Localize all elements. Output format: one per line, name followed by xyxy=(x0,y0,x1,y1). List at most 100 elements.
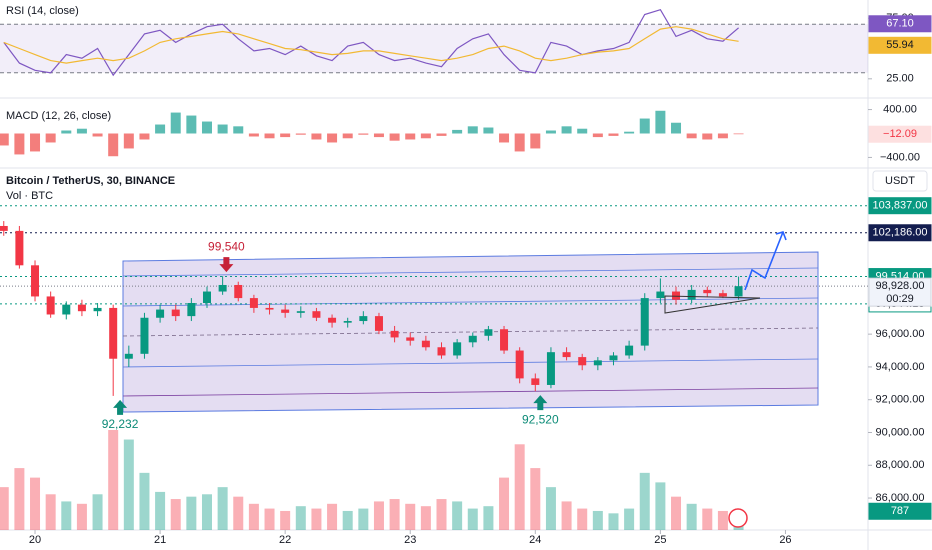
candle-body xyxy=(437,347,446,356)
current-price-label: 98,928.00 xyxy=(876,280,925,292)
candle-body xyxy=(93,307,102,312)
volume-bar xyxy=(327,503,338,530)
candle-body xyxy=(77,304,86,312)
currency-button[interactable] xyxy=(872,170,928,192)
volume-bar xyxy=(624,508,635,530)
last-value-label: −12.09 xyxy=(883,128,917,140)
y-tick-label: 96,000.00 xyxy=(876,328,925,340)
histogram-bar xyxy=(467,126,478,134)
histogram-bar xyxy=(655,110,666,134)
histogram-bar xyxy=(686,133,697,139)
volume-bar xyxy=(639,472,650,530)
channel-line xyxy=(122,387,819,397)
histogram-bar xyxy=(45,133,56,143)
price-drawings xyxy=(0,205,868,530)
annotation-label: 92,232 xyxy=(102,417,139,431)
histogram-bar xyxy=(217,124,228,134)
histogram-bar xyxy=(514,133,525,152)
y-tick-label: 25.00 xyxy=(886,73,914,85)
volume-bar xyxy=(14,468,25,530)
y-tick-label: 94,000.00 xyxy=(876,361,925,373)
candle-body xyxy=(281,309,290,313)
volume-bar xyxy=(702,508,713,530)
candle-body xyxy=(31,265,40,297)
histogram-bar xyxy=(248,133,259,137)
volume-bar xyxy=(436,499,447,530)
candle-body xyxy=(515,350,524,379)
x-tick-label: 21 xyxy=(154,534,166,546)
countdown-label: 00:29 xyxy=(886,293,914,305)
candle-body xyxy=(234,284,243,299)
volume-bar xyxy=(217,487,228,530)
histogram-bar xyxy=(405,133,416,140)
x-tick-label: 20 xyxy=(29,534,41,546)
histogram-bar xyxy=(389,133,400,141)
candle-body xyxy=(468,335,477,343)
candle-body xyxy=(609,355,618,361)
volume-label: 787 xyxy=(891,505,909,517)
histogram-bar xyxy=(624,131,635,134)
y-tick-label: 400.00 xyxy=(883,103,917,115)
triangle-pattern xyxy=(664,295,761,314)
volume-bar xyxy=(655,482,666,530)
candle-body xyxy=(390,330,399,338)
candle-body xyxy=(171,309,180,317)
candle-body xyxy=(328,317,337,323)
macd-title: MACD (12, 26, close) xyxy=(6,110,111,122)
volume-bar xyxy=(514,444,525,530)
channel-midline xyxy=(122,327,819,337)
histogram-bar xyxy=(592,133,603,138)
histogram-bar xyxy=(92,133,103,137)
volume-bar xyxy=(139,472,150,530)
annotation-arrow xyxy=(219,257,234,273)
histogram-bar xyxy=(170,112,181,134)
candle-body xyxy=(187,303,196,317)
candle-body xyxy=(359,316,368,322)
histogram-bar xyxy=(186,115,197,134)
candle-body xyxy=(562,352,571,358)
candle-body xyxy=(546,352,555,385)
histogram-bar xyxy=(264,133,275,139)
candle-body xyxy=(343,321,352,323)
price-overlays: 99,540 92,232 92,520 xyxy=(102,231,787,528)
volume-bar xyxy=(420,506,431,530)
y-tick-label: 88,000.00 xyxy=(876,459,925,471)
volume-bar xyxy=(264,508,275,530)
y-tick-label: 92,000.00 xyxy=(876,394,925,406)
candle-body xyxy=(249,298,258,308)
candle-body xyxy=(640,298,649,346)
histogram-bar xyxy=(108,133,119,157)
channel-line xyxy=(122,358,819,368)
histogram-bar xyxy=(420,133,431,139)
candle-body xyxy=(578,357,587,366)
histogram-bar xyxy=(233,126,244,134)
histogram-bar xyxy=(436,133,447,136)
candle-body xyxy=(672,291,681,300)
candle-body xyxy=(109,307,118,359)
last-value-label-box xyxy=(868,125,932,143)
candle-body xyxy=(734,286,743,297)
candle-body xyxy=(62,304,71,315)
price-title: Bitcoin / TetherUS, 30, BINANCE xyxy=(6,175,175,187)
histogram-bar xyxy=(545,130,556,134)
price-line-label-box xyxy=(868,224,932,242)
histogram-bar xyxy=(483,127,494,134)
histogram-bar xyxy=(530,133,541,149)
volume-bar xyxy=(295,506,306,530)
histogram-bar xyxy=(608,133,619,136)
event-icon[interactable] xyxy=(728,508,748,528)
histogram-bar xyxy=(717,133,728,139)
volume-bar xyxy=(170,499,181,530)
volume-bar xyxy=(358,508,369,530)
histogram-bar xyxy=(499,133,510,143)
candle-body xyxy=(140,317,149,354)
histogram-bar xyxy=(342,133,353,139)
histogram-bar xyxy=(123,133,134,149)
volume-title: Vol · BTC xyxy=(6,190,53,202)
volume-bar xyxy=(671,496,682,530)
candle-body xyxy=(15,230,24,266)
volume-bar xyxy=(592,510,603,530)
y-tick-label: 86,000.00 xyxy=(876,492,925,504)
price-line-label: 102,186.00 xyxy=(872,227,927,239)
